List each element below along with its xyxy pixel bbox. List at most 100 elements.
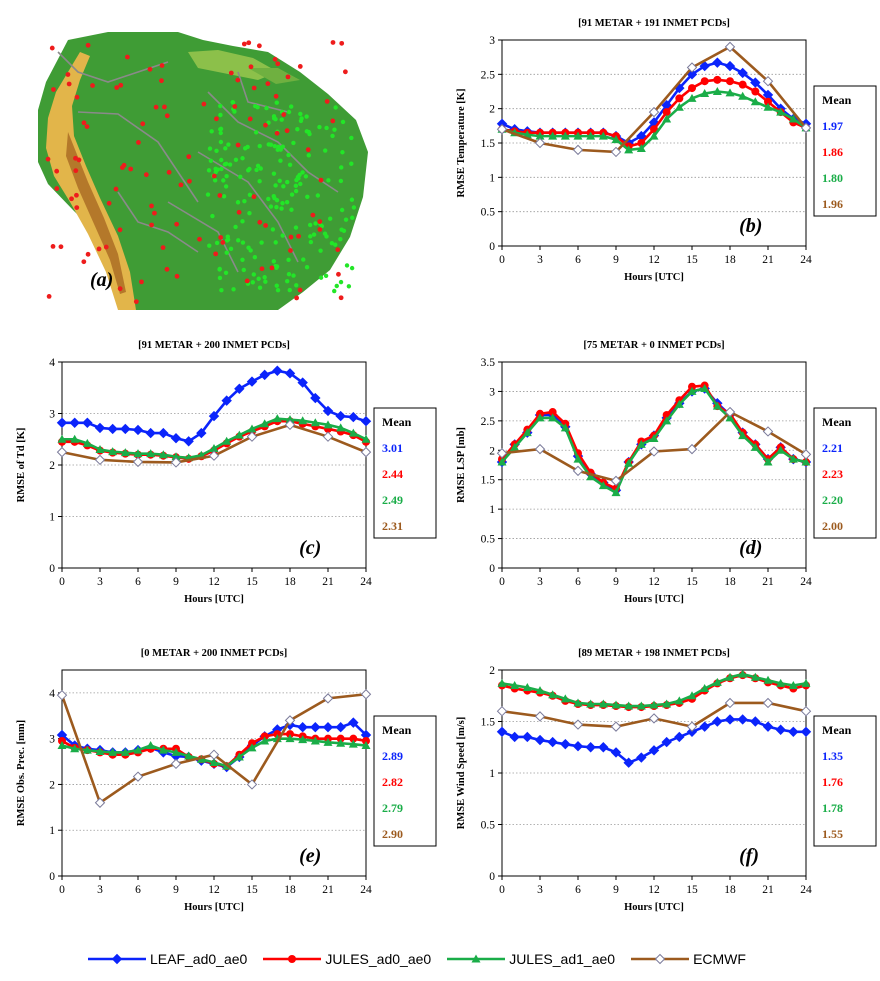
station-dot-inmet [339, 207, 345, 213]
station-dot-metar [297, 64, 303, 69]
station-dot-metar [73, 155, 78, 161]
panel-label: (c) [299, 537, 321, 559]
y-tick-label: 0 [489, 871, 495, 883]
data-point [788, 726, 799, 738]
station-dot-inmet [288, 104, 294, 109]
station-dot-inmet [242, 198, 247, 204]
station-dot-metar [220, 240, 226, 245]
station-dot-inmet [236, 238, 241, 243]
south-america-map: (a) [38, 32, 368, 310]
legend-item-jules1: JULES_ad1_ae0 [445, 951, 615, 967]
x-tick-label: 9 [173, 884, 179, 896]
data-point [598, 131, 608, 140]
station-dot-metar [119, 165, 125, 170]
station-dot-metar [74, 94, 80, 100]
station-dot-inmet [257, 143, 262, 149]
station-dot-metar [174, 273, 180, 279]
x-axis-label: Hours [UTC] [184, 594, 244, 605]
station-dot-metar [251, 85, 257, 91]
x-tick-label: 0 [59, 884, 65, 896]
data-point [362, 736, 370, 745]
station-dot-metar [259, 266, 265, 272]
station-dot-metar [214, 116, 219, 122]
station-dot-inmet [240, 257, 245, 263]
mean-value: 2.00 [822, 519, 843, 533]
station-dot-metar [256, 43, 262, 49]
data-point [222, 436, 232, 445]
station-dot-metar [318, 177, 324, 183]
x-tick-label: 15 [246, 576, 258, 588]
station-dot-inmet [338, 178, 344, 184]
panel-d-pressure: [75 METAR + 0 INMET PCDs] 0 0.5 1 1.5 2 2.5 3 3.… [440, 330, 880, 635]
data-point [120, 747, 130, 756]
station-dot-inmet [286, 271, 292, 277]
mean-value: 3.01 [382, 441, 403, 455]
station-dot-inmet [273, 183, 278, 188]
x-tick-label: 12 [648, 576, 660, 588]
series-ecmwf [56, 419, 372, 468]
station-dot-inmet [206, 168, 212, 173]
data-point [776, 445, 786, 454]
station-dot-inmet [219, 157, 224, 163]
data-point [535, 131, 545, 140]
data-point [336, 738, 346, 747]
station-dot-inmet [274, 283, 279, 288]
data-point [762, 426, 774, 437]
data-point [132, 424, 144, 436]
data-point [726, 77, 734, 86]
station-dot-inmet [303, 174, 309, 179]
mean-box [373, 715, 437, 847]
data-point [800, 705, 812, 717]
y-tick-label: 0 [489, 241, 495, 253]
station-dot-metar [317, 219, 323, 225]
data-point [535, 413, 545, 422]
data-point [534, 734, 546, 746]
station-dot-inmet [318, 248, 323, 253]
mean-value: 1.35 [822, 749, 843, 763]
data-point [158, 427, 169, 439]
station-dot-inmet [318, 275, 324, 280]
data-point [208, 749, 220, 760]
panel-label: (e) [299, 845, 321, 867]
station-dot-metar [201, 101, 207, 107]
data-point [146, 741, 156, 750]
station-dot-inmet [223, 270, 229, 276]
station-dot-inmet [308, 239, 314, 245]
x-tick-label: 3 [537, 576, 543, 588]
data-point [598, 742, 609, 753]
data-point [775, 724, 786, 735]
data-point [687, 691, 697, 700]
mean-value: 2.90 [382, 827, 403, 841]
data-point [674, 102, 684, 111]
data-point [285, 415, 295, 424]
series-ecmwf [496, 41, 812, 158]
data-point [82, 417, 93, 428]
station-dot-inmet [323, 273, 329, 279]
station-dot-metar [235, 142, 241, 148]
data-point [170, 457, 182, 468]
data-point [560, 131, 570, 140]
series-jules1 [497, 669, 811, 710]
data-point [763, 675, 773, 684]
data-point [322, 405, 334, 417]
data-point [336, 734, 345, 743]
data-point [636, 439, 646, 448]
data-point [82, 745, 92, 754]
x-tick-label: 3 [97, 576, 103, 588]
station-dot-metar [232, 104, 238, 109]
station-dot-metar [106, 200, 112, 206]
data-point [648, 745, 660, 756]
data-point [800, 449, 812, 460]
station-dot-metar [54, 168, 60, 174]
station-dot-inmet [338, 279, 344, 285]
station-dot-inmet [307, 222, 313, 228]
x-tick-label: 18 [284, 576, 296, 588]
station-dot-inmet [304, 265, 310, 270]
panel-c-dewpoint: [91 METAR + 200 INMET PCDs] 0 1 2 3 4 0 3 6 9 12 15… [0, 330, 440, 635]
station-dot-metar [128, 166, 134, 172]
station-dot-metar [297, 287, 303, 293]
station-dot-inmet [340, 150, 345, 155]
station-dot-metar [162, 104, 167, 110]
y-tick-label: 2 [489, 104, 495, 116]
data-point [560, 694, 570, 703]
